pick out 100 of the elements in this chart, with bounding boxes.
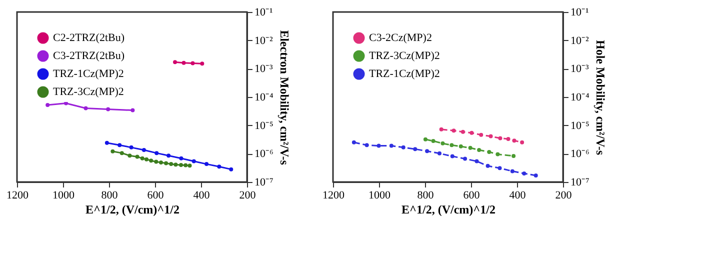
point bbox=[174, 162, 178, 167]
y-tick-label: 10⁻¹ bbox=[254, 6, 273, 18]
point bbox=[229, 167, 234, 172]
point bbox=[496, 152, 500, 156]
point bbox=[389, 144, 394, 148]
x-tick-label: 800 bbox=[417, 190, 434, 202]
point bbox=[144, 157, 148, 162]
y-tick-label: 10⁻⁶ bbox=[570, 148, 590, 160]
point bbox=[166, 154, 171, 158]
point bbox=[173, 60, 178, 64]
y-tick-label: 10⁻⁵ bbox=[254, 120, 274, 132]
point bbox=[470, 130, 474, 135]
point bbox=[510, 169, 514, 174]
point bbox=[130, 108, 135, 112]
x-tick-label: 800 bbox=[101, 190, 118, 202]
point bbox=[104, 140, 109, 145]
point bbox=[425, 149, 430, 154]
point bbox=[512, 154, 516, 158]
point bbox=[458, 144, 463, 148]
x-tick-label: 1200 bbox=[6, 190, 29, 202]
point bbox=[142, 148, 146, 152]
point bbox=[401, 145, 406, 150]
point bbox=[450, 143, 454, 148]
point bbox=[154, 160, 158, 164]
y-tick-label: 10⁻³ bbox=[254, 63, 274, 76]
point bbox=[364, 143, 369, 148]
point bbox=[182, 60, 186, 65]
point bbox=[190, 61, 195, 66]
legend-label: C3-2TRZ(2tBu) bbox=[53, 50, 125, 62]
legend-label: TRZ-3Cz(MP)2 bbox=[369, 50, 440, 62]
x-tick-label: 1000 bbox=[52, 190, 75, 202]
point bbox=[440, 141, 445, 146]
legend-label: C3-2Cz(MP)2 bbox=[369, 32, 432, 44]
point bbox=[154, 151, 159, 156]
point bbox=[128, 154, 132, 158]
point bbox=[158, 160, 163, 164]
point bbox=[169, 162, 174, 166]
point bbox=[506, 136, 510, 141]
point bbox=[217, 164, 222, 169]
y-tick-label: 10⁻⁶ bbox=[254, 148, 274, 160]
legend-label: C2-2TRZ(2tBu) bbox=[53, 32, 125, 44]
point bbox=[437, 151, 442, 156]
point bbox=[129, 145, 134, 150]
y-tick-label: 10⁻⁴ bbox=[570, 92, 590, 104]
point bbox=[487, 150, 492, 154]
point bbox=[439, 127, 444, 132]
x-tick-label: 1000 bbox=[368, 190, 391, 202]
point bbox=[488, 134, 493, 138]
point bbox=[178, 162, 183, 167]
point bbox=[84, 106, 88, 110]
point bbox=[200, 62, 204, 66]
legend-label: TRZ-1Cz(MP)2 bbox=[53, 68, 124, 80]
point bbox=[479, 132, 484, 137]
y-tick-label: 10⁻¹ bbox=[570, 6, 589, 18]
point bbox=[477, 148, 482, 152]
x-axis-title: E^1/2, (V/cm)^1/2 bbox=[402, 202, 496, 216]
y-tick-label: 10⁻² bbox=[570, 34, 590, 47]
point bbox=[498, 136, 502, 140]
point bbox=[452, 128, 456, 133]
point bbox=[486, 164, 490, 168]
y-tick-label: 10⁻⁴ bbox=[254, 92, 274, 104]
point bbox=[413, 147, 418, 152]
legend-label: TRZ-3Cz(MP)2 bbox=[53, 86, 124, 98]
x-tick-label: 400 bbox=[193, 190, 210, 202]
y-tick-label: 10⁻³ bbox=[570, 63, 590, 76]
point bbox=[450, 154, 454, 158]
point bbox=[204, 162, 209, 166]
point bbox=[474, 159, 479, 164]
y-axis-title: Electron Mobility, cm²/V-s bbox=[277, 30, 292, 166]
y-tick-label: 10⁻⁵ bbox=[570, 120, 590, 132]
point bbox=[110, 149, 115, 154]
point bbox=[431, 139, 436, 143]
point bbox=[463, 156, 468, 161]
y-tick-label: 10⁻⁷ bbox=[254, 176, 274, 188]
point bbox=[460, 130, 465, 134]
point bbox=[522, 171, 526, 176]
point bbox=[192, 159, 196, 164]
point bbox=[352, 140, 356, 144]
point bbox=[376, 144, 381, 148]
x-tick-label: 200 bbox=[239, 190, 256, 202]
point bbox=[520, 140, 524, 144]
point bbox=[534, 173, 538, 178]
x-axis-title: E^1/2, (V/cm)^1/2 bbox=[86, 202, 180, 216]
x-tick-label: 600 bbox=[147, 190, 164, 202]
point bbox=[106, 107, 110, 112]
point bbox=[184, 163, 188, 168]
y-tick-label: 10⁻² bbox=[254, 34, 274, 47]
x-tick-label: 400 bbox=[509, 190, 526, 202]
point bbox=[164, 161, 168, 166]
x-tick-label: 1200 bbox=[322, 190, 345, 202]
point bbox=[120, 151, 124, 156]
legend-label: TRZ-1Cz(MP)2 bbox=[369, 68, 440, 80]
x-tick-label: 200 bbox=[555, 190, 572, 202]
point bbox=[140, 156, 144, 160]
point bbox=[512, 138, 516, 143]
point bbox=[423, 137, 428, 142]
point bbox=[188, 164, 192, 168]
point bbox=[149, 158, 154, 163]
point bbox=[498, 166, 502, 170]
point bbox=[135, 154, 140, 159]
